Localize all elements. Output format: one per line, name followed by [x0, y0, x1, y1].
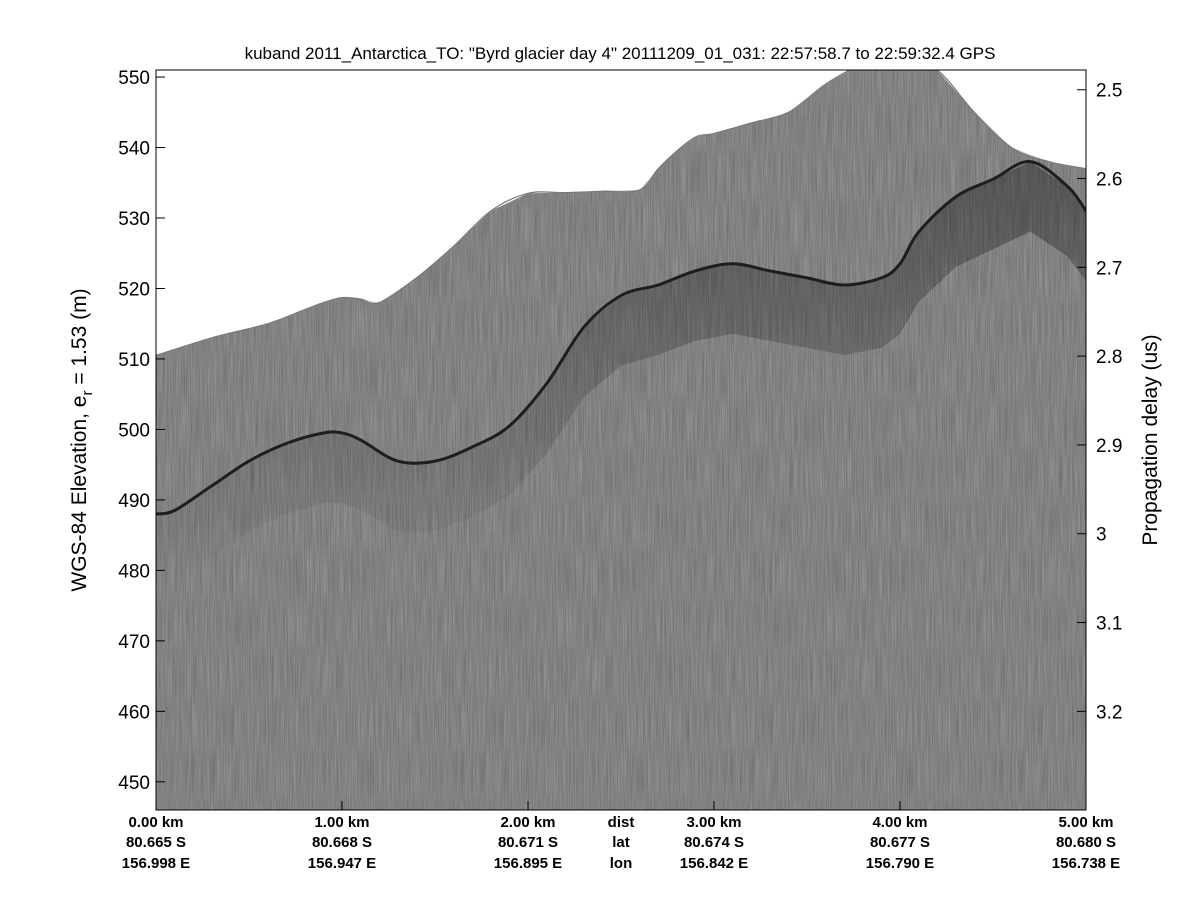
bottom-tick-lon: 156.998 E [122, 855, 190, 872]
bottom-tick-lon: 156.790 E [866, 855, 934, 872]
row-label-dist: dist [608, 814, 635, 831]
bottom-tick-lat: 80.680 S [1056, 834, 1116, 851]
left-tick-label: 470 [118, 632, 150, 653]
ice-surface-edge [156, 70, 1086, 356]
bottom-tick-lat: 80.674 S [684, 834, 744, 851]
bottom-tick-lon: 156.895 E [494, 855, 562, 872]
right-tick-label: 3.2 [1096, 702, 1122, 723]
left-tick-label: 550 [118, 68, 150, 89]
right-tick-label: 3 [1096, 525, 1107, 546]
right-tick-label: 3.1 [1096, 614, 1122, 635]
bottom-tick-lat: 80.671 S [498, 834, 558, 851]
bottom-axis-ticks: 0.00 km 80.665 S 156.998 E 1.00 km 80.668 S 1… [122, 801, 1120, 872]
air-region [156, 70, 1086, 356]
left-tick-label: 490 [118, 491, 150, 512]
left-tick-label: 510 [118, 350, 150, 371]
right-tick-label: 2.9 [1096, 436, 1122, 457]
plot-frame [155, 69, 1087, 811]
left-tick-label: 500 [118, 420, 150, 441]
left-tick-label: 520 [118, 279, 150, 300]
row-label-lat: lat [612, 834, 630, 851]
bottom-tick-lat: 80.677 S [870, 834, 930, 851]
bottom-tick-lat: 80.665 S [126, 834, 186, 851]
plot-area [156, 70, 1086, 810]
right-tick-label: 2.8 [1096, 347, 1122, 368]
left-tick-label: 450 [118, 773, 150, 794]
bottom-tick-lon: 156.738 E [1052, 855, 1120, 872]
bottom-tick-lon: 156.842 E [680, 855, 748, 872]
bottom-tick-dist: 4.00 km [872, 814, 927, 831]
left-tick-label: 540 [118, 139, 150, 160]
right-axis-label: Propagation delay (us) [1139, 334, 1162, 545]
bottom-tick-lon: 156.947 E [308, 855, 376, 872]
right-tick-label: 2.5 [1096, 81, 1122, 102]
left-axis-label: WGS-84 Elevation, er = 1.53 (m) [68, 288, 96, 591]
bottom-tick-dist: 5.00 km [1058, 814, 1113, 831]
bottom-tick-dist: 0.00 km [128, 814, 183, 831]
right-axis-ticks: 2.5 2.6 2.7 2.8 2.9 3 3.1 3.2 [1077, 81, 1122, 723]
bottom-tick-lat: 80.668 S [312, 834, 372, 851]
right-tick-label: 2.6 [1096, 170, 1122, 191]
left-tick-label: 530 [118, 209, 150, 230]
left-tick-label: 480 [118, 561, 150, 582]
bottom-tick-dist: 2.00 km [500, 814, 555, 831]
left-tick-label: 460 [118, 702, 150, 723]
row-label-lon: lon [610, 855, 633, 872]
left-axis-ticks: 550 540 530 520 510 500 490 480 470 460 450 [118, 68, 165, 794]
bottom-tick-dist: 3.00 km [686, 814, 741, 831]
right-tick-label: 2.7 [1096, 258, 1122, 279]
subsurface-shading [156, 161, 1086, 584]
chart-title: kuband 2011_Antarctica_TO: "Byrd glacier… [245, 44, 996, 63]
bottom-tick-dist: 1.00 km [314, 814, 369, 831]
bed-reflector-line [156, 160, 1086, 516]
